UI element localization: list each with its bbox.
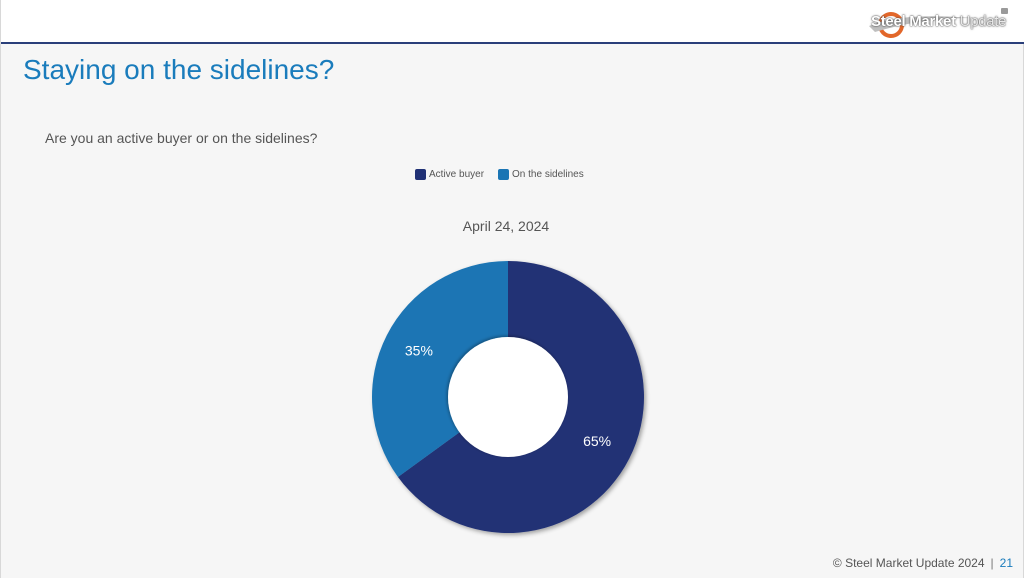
footer-copyright: © Steel Market Update 2024 bbox=[832, 556, 985, 570]
header-bar: Steel Market Update bbox=[1, 0, 1024, 44]
survey-question: Are you an active buyer or on the sideli… bbox=[45, 130, 318, 146]
legend-label-active-buyer: Active buyer bbox=[429, 168, 485, 180]
data-label-on-the-sidelines: 35% bbox=[405, 342, 433, 358]
doughnut-hole bbox=[448, 337, 568, 457]
legend-label-on-the-sidelines: On the sidelines bbox=[512, 168, 584, 180]
slice-on-the-sidelines bbox=[372, 261, 508, 477]
logo-text: Steel Market Update bbox=[871, 13, 1007, 30]
legend-swatch-active-buyer bbox=[415, 168, 426, 180]
logo-text-light: Update bbox=[959, 13, 1007, 30]
chart-title: April 24, 2024 bbox=[462, 218, 550, 234]
page-number: 21 bbox=[999, 556, 1013, 570]
logo-swoosh-icon bbox=[869, 8, 1008, 38]
legend-item-on-the-sidelines: On the sidelines bbox=[498, 168, 584, 180]
logo-text-bold: Steel Market bbox=[871, 13, 956, 30]
steel-market-update-logo: Steel Market Update bbox=[861, 4, 1011, 40]
legend-swatch-on-the-sidelines bbox=[498, 168, 510, 180]
data-label-active-buyer: 65% bbox=[583, 433, 611, 449]
legend-item-active-buyer: Active buyer bbox=[415, 168, 485, 180]
footer-separator: | bbox=[990, 556, 994, 570]
footer: © Steel Market Update 2024 | 21 bbox=[833, 556, 1013, 570]
chart-legend: Active buyer On the sidelines bbox=[415, 167, 598, 181]
slide-title: Staying on the sidelines? bbox=[23, 54, 335, 85]
